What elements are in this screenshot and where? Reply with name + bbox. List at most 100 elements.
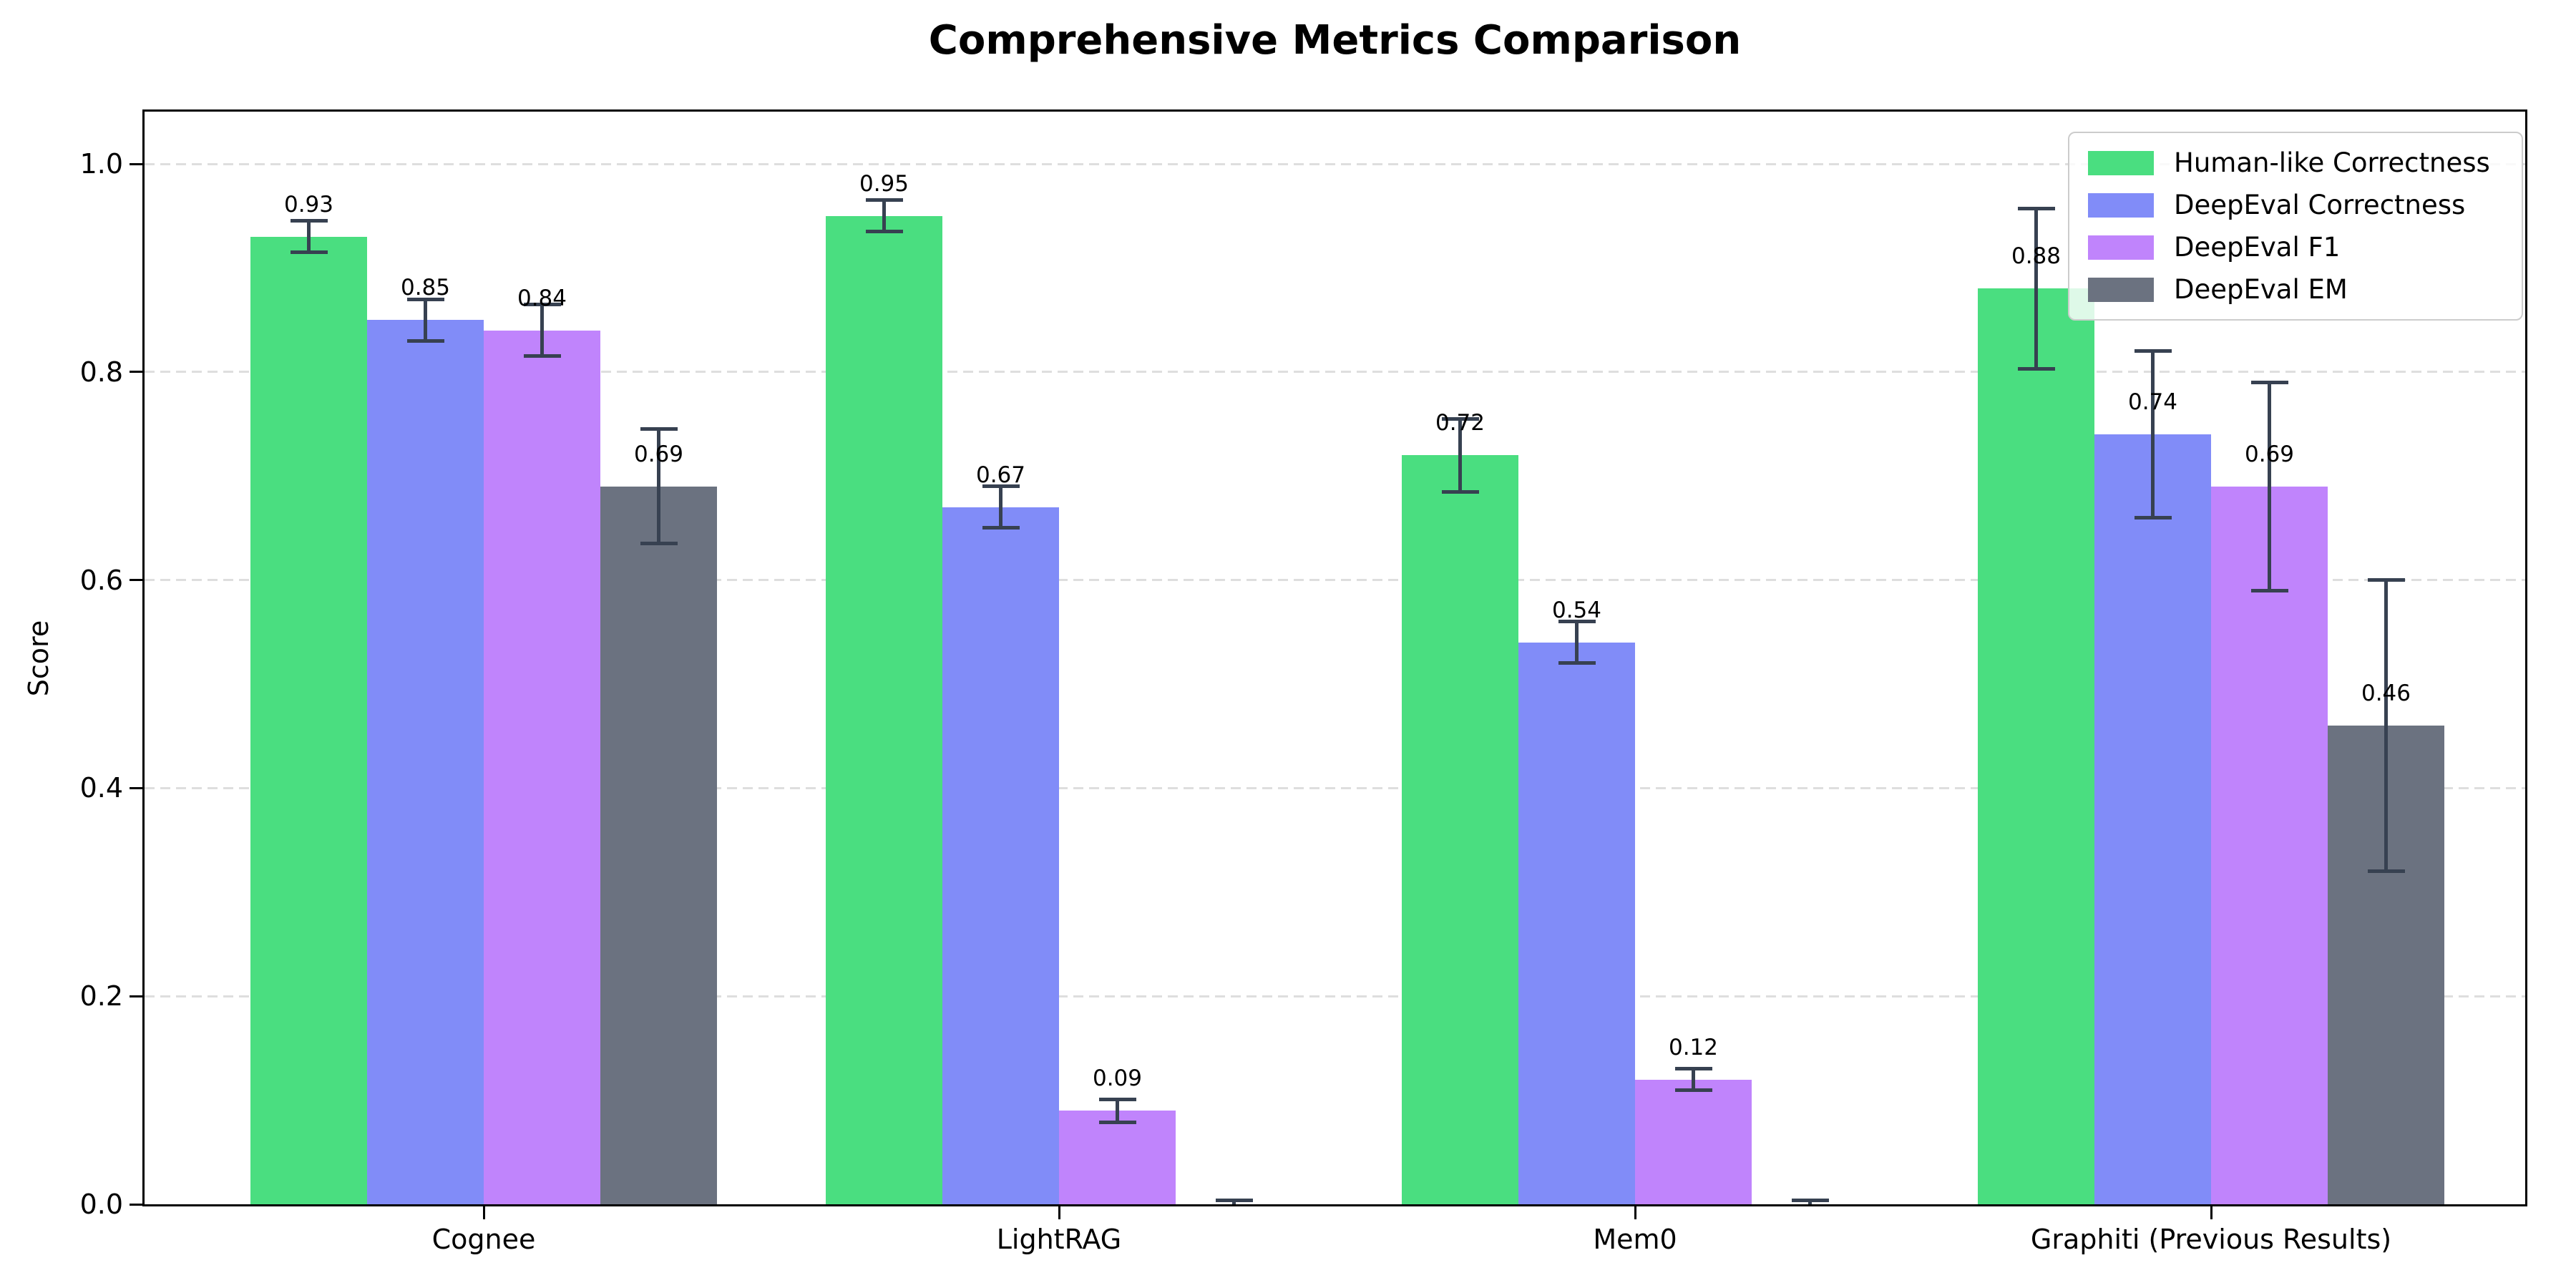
errorbar-line-deepeval-em-graphiti-previous-results — [2384, 580, 2388, 872]
errorbar-cap-top-deepeval-correctness-mem0 — [1558, 620, 1596, 624]
errorbar-line-deepeval-correctness-mem0 — [1575, 621, 1579, 663]
x-tick-label-cognee: Cognee — [431, 1224, 536, 1255]
value-label-deepeval-correctness-mem0: 0.54 — [1551, 597, 1602, 623]
errorbar-line-deepeval-correctness-cognee — [424, 299, 427, 341]
gridline-0.8 — [145, 371, 2525, 374]
y-tick-label-0.6: 0.6 — [79, 564, 123, 596]
errorbar-cap-bottom-deepeval-correctness-cognee — [406, 338, 444, 343]
x-tick-graphiti-previous-results — [2210, 1206, 2212, 1219]
errorbar-line-human-like-correctness-lightrag — [882, 200, 886, 232]
legend: Human-like Correctness DeepEval Correctne… — [2068, 132, 2523, 321]
legend-swatch-deepeval-f1 — [2088, 235, 2154, 260]
errorbar-cap-top-deepeval-f1-mem0 — [1674, 1067, 1712, 1071]
y-tick-label-0.4: 0.4 — [79, 772, 123, 804]
legend-label-deepeval-em: DeepEval EM — [2174, 274, 2348, 305]
bar-deepeval-f1-cognee — [484, 330, 600, 1204]
bar-human-like-correctness-cognee — [250, 236, 367, 1204]
value-label-deepeval-correctness-graphiti-previous-results: 0.74 — [2127, 389, 2178, 416]
errorbar-line-deepeval-correctness-graphiti-previous-results — [2151, 351, 2155, 518]
value-label-human-like-correctness-cognee: 0.93 — [283, 191, 334, 218]
legend-label-deepeval-f1: DeepEval F1 — [2174, 232, 2341, 263]
x-tick-label-graphiti-previous-results: Graphiti (Previous Results) — [2030, 1224, 2392, 1255]
value-label-deepeval-em-graphiti-previous-results: 0.46 — [2361, 680, 2411, 707]
bar-deepeval-f1-graphiti-previous-results — [2211, 486, 2328, 1204]
legend-label-deepeval-correctness: DeepEval Correctness — [2174, 190, 2466, 220]
gridline-0.6 — [145, 579, 2525, 582]
errorbar-cap-top-deepeval-em-graphiti-previous-results — [2367, 578, 2405, 582]
errorbar-cap-bottom-human-like-correctness-cognee — [290, 250, 328, 255]
errorbar-cap-bottom-deepeval-em-cognee — [640, 542, 678, 546]
errorbar-cap-bottom-human-like-correctness-mem0 — [1441, 489, 1479, 494]
errorbar-cap-bottom-deepeval-f1-mem0 — [1674, 1088, 1712, 1092]
errorbar-line-deepeval-f1-lightrag — [1116, 1099, 1119, 1123]
value-label-deepeval-f1-mem0: 0.12 — [1668, 1034, 1719, 1060]
errorbar-line-human-like-correctness-graphiti-previous-results — [2034, 208, 2038, 369]
value-label-deepeval-f1-cognee: 0.84 — [517, 285, 567, 311]
errorbar-cap-top-deepeval-f1-graphiti-previous-results — [2250, 380, 2288, 384]
legend-item-deepeval-f1: DeepEval F1 — [2088, 232, 2503, 263]
errorbar-cap-top-deepeval-em-cognee — [640, 427, 678, 431]
errorbar-cap-top-deepeval-correctness-cognee — [406, 297, 444, 301]
errorbar-line-human-like-correctness-mem0 — [1458, 419, 1462, 492]
bar-deepeval-f1-mem0 — [1635, 1079, 1752, 1204]
legend-label-human-like-correctness: Human-like Correctness — [2174, 147, 2490, 178]
errorbar-line-deepeval-f1-mem0 — [1692, 1068, 1695, 1091]
x-tick-label-mem0: Mem0 — [1593, 1224, 1677, 1255]
x-tick-lightrag — [1058, 1206, 1060, 1219]
errorbar-cap-bottom-deepeval-f1-lightrag — [1098, 1120, 1136, 1124]
gridline-1.0 — [145, 162, 2525, 165]
errorbar-cap-top-human-like-correctness-graphiti-previous-results — [2017, 207, 2055, 211]
errorbar-cap-top-human-like-correctness-lightrag — [865, 198, 903, 203]
gridline-0.4 — [145, 786, 2525, 789]
errorbar-line-deepeval-f1-cognee — [540, 304, 544, 356]
y-tick-label-1.0: 1.0 — [79, 148, 123, 180]
value-label-human-like-correctness-mem0: 0.72 — [1435, 410, 1485, 436]
errorbar-line-deepeval-em-lightrag — [1232, 1200, 1236, 1204]
value-label-deepeval-f1-lightrag: 0.09 — [1092, 1065, 1143, 1092]
errorbar-cap-bottom-deepeval-correctness-graphiti-previous-results — [2134, 515, 2172, 519]
errorbar-line-deepeval-correctness-lightrag — [999, 486, 1002, 528]
y-tick-1.0 — [130, 162, 142, 165]
bar-deepeval-correctness-cognee — [367, 320, 484, 1204]
bar-human-like-correctness-mem0 — [1402, 455, 1518, 1204]
value-label-human-like-correctness-graphiti-previous-results: 0.88 — [2011, 243, 2062, 270]
errorbar-cap-top-human-like-correctness-cognee — [290, 219, 328, 223]
gridline-0.2 — [145, 995, 2525, 997]
y-tick-0.8 — [130, 371, 142, 374]
errorbar-cap-top-human-like-correctness-mem0 — [1441, 416, 1479, 421]
errorbar-line-deepeval-em-mem0 — [1808, 1200, 1812, 1204]
errorbar-cap-top-deepeval-correctness-graphiti-previous-results — [2134, 349, 2172, 353]
errorbar-cap-bottom-deepeval-f1-cognee — [523, 354, 561, 358]
value-label-deepeval-f1-graphiti-previous-results: 0.69 — [2244, 441, 2295, 467]
errorbar-cap-bottom-human-like-correctness-graphiti-previous-results — [2017, 366, 2055, 371]
x-tick-label-lightrag: LightRAG — [996, 1224, 1122, 1255]
bar-deepeval-correctness-mem0 — [1518, 642, 1635, 1204]
errorbar-cap-top-deepeval-f1-lightrag — [1098, 1097, 1136, 1101]
bar-deepeval-correctness-graphiti-previous-results — [2094, 434, 2211, 1204]
errorbar-cap-bottom-deepeval-correctness-mem0 — [1558, 661, 1596, 665]
y-tick-label-0.0: 0.0 — [79, 1189, 123, 1220]
legend-item-human-like-correctness: Human-like Correctness — [2088, 147, 2503, 178]
legend-swatch-human-like-correctness — [2088, 150, 2154, 175]
bar-deepeval-correctness-lightrag — [942, 507, 1059, 1204]
bar-deepeval-em-cognee — [600, 486, 717, 1204]
x-tick-cognee — [482, 1206, 485, 1219]
y-tick-label-0.2: 0.2 — [79, 980, 123, 1013]
bar-human-like-correctness-lightrag — [826, 215, 942, 1204]
errorbar-cap-bottom-human-like-correctness-lightrag — [865, 230, 903, 233]
bar-human-like-correctness-graphiti-previous-results — [1978, 288, 2094, 1204]
y-tick-0.6 — [130, 579, 142, 582]
x-tick-mem0 — [1634, 1206, 1636, 1219]
legend-swatch-deepeval-em — [2088, 277, 2154, 302]
value-label-deepeval-correctness-cognee: 0.85 — [400, 275, 451, 301]
y-tick-0.2 — [130, 995, 142, 997]
value-label-deepeval-em-cognee: 0.69 — [633, 441, 684, 467]
errorbar-line-deepeval-em-cognee — [657, 429, 660, 544]
errorbar-cap-top-deepeval-correctness-lightrag — [982, 484, 1020, 489]
y-tick-0.0 — [130, 1203, 142, 1206]
y-tick-0.4 — [130, 786, 142, 789]
y-tick-label-0.8: 0.8 — [79, 356, 123, 388]
errorbar-cap-bottom-deepeval-em-graphiti-previous-results — [2367, 869, 2405, 874]
legend-swatch-deepeval-correctness — [2088, 192, 2154, 218]
